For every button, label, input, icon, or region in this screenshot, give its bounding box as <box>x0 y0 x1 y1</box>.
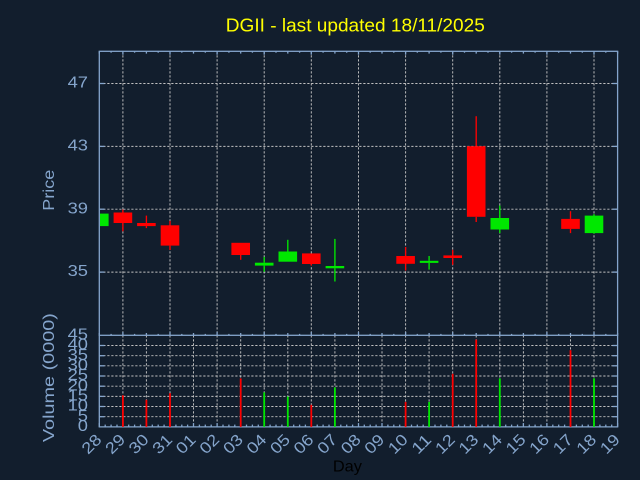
svg-text:30: 30 <box>68 357 89 374</box>
svg-text:35: 35 <box>68 347 89 364</box>
svg-text:43: 43 <box>68 138 89 155</box>
svg-text:45: 45 <box>68 326 89 343</box>
svg-text:20: 20 <box>68 377 89 394</box>
svg-text:Volume (0000): Volume (0000) <box>41 313 58 442</box>
svg-text:15: 15 <box>68 388 89 405</box>
svg-text:25: 25 <box>68 367 89 384</box>
svg-text:10: 10 <box>68 398 89 415</box>
svg-text:40: 40 <box>68 337 89 354</box>
svg-text:0: 0 <box>78 418 88 435</box>
svg-text:Day: Day <box>333 459 362 476</box>
svg-text:47: 47 <box>68 75 89 92</box>
svg-text:5: 5 <box>78 408 88 425</box>
svg-text:39: 39 <box>68 200 89 217</box>
svg-text:DGII - last updated 18/11/2025: DGII - last updated 18/11/2025 <box>226 16 485 36</box>
svg-text:35: 35 <box>68 263 89 280</box>
svg-text:Price: Price <box>41 170 58 211</box>
